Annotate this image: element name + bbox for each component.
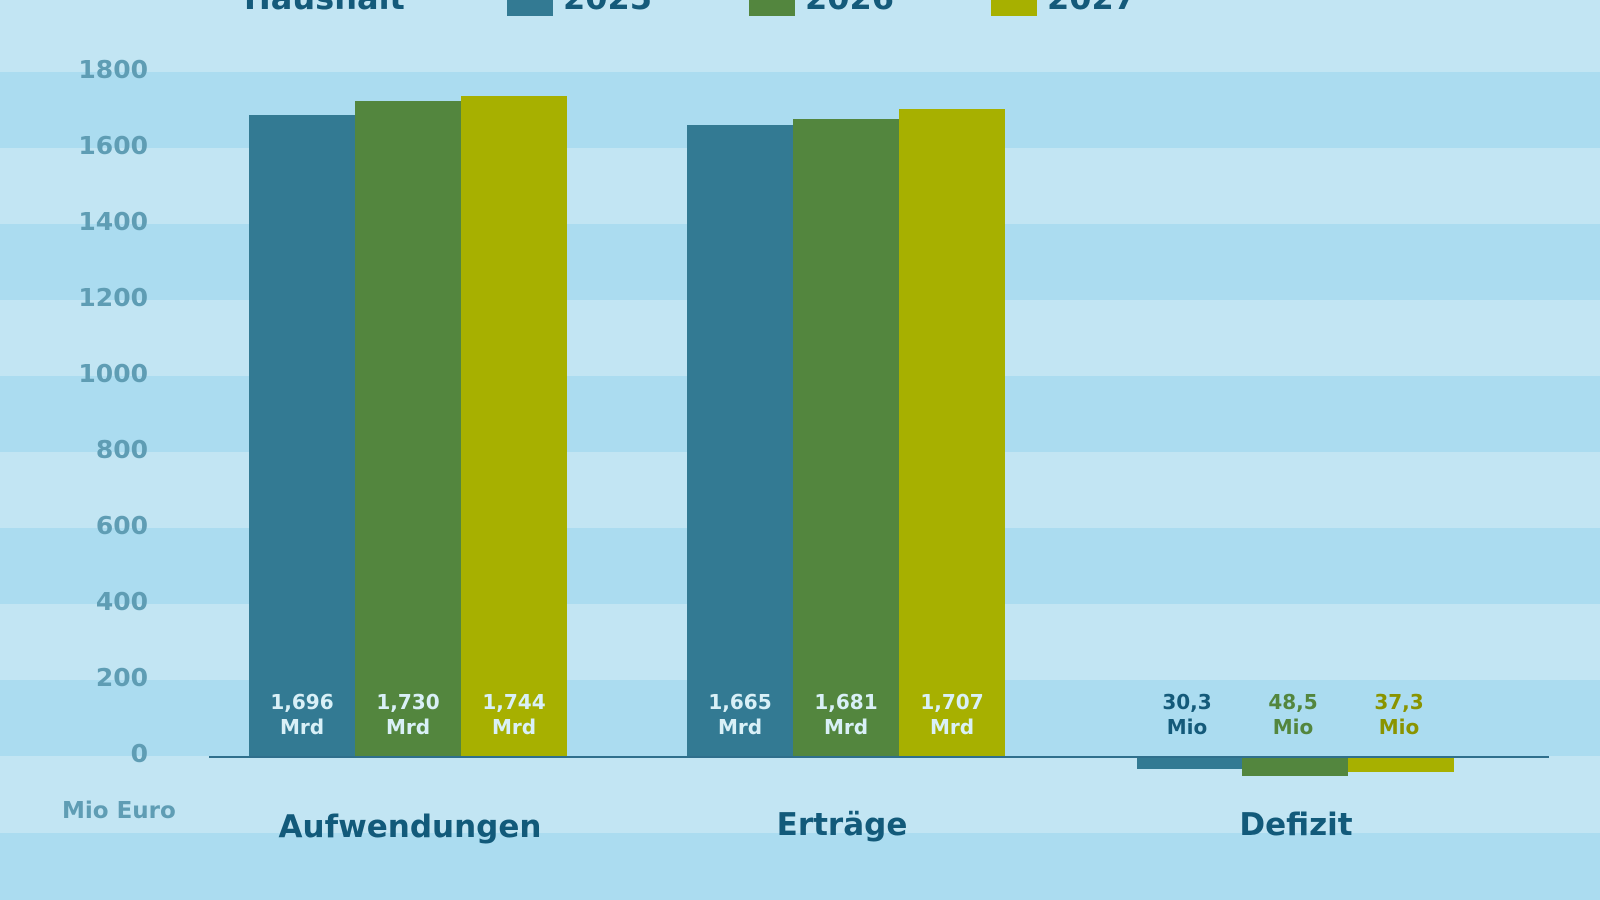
legend-swatch-2026 bbox=[749, 0, 795, 16]
bar-aufwendungen-2025 bbox=[249, 115, 355, 757]
bar-value-label: 1,665 Mrd bbox=[708, 690, 772, 739]
bar-value-label: 1,681 Mrd bbox=[814, 690, 878, 739]
bar-value-label: 1,707 Mrd bbox=[920, 690, 984, 739]
legend-label-2026: 2026 bbox=[805, 0, 894, 14]
y-tick: 1400 bbox=[78, 207, 148, 236]
y-tick: 400 bbox=[95, 587, 148, 616]
bar-value-label: 1,744 Mrd bbox=[482, 690, 546, 739]
bar-value-label: 1,696 Mrd bbox=[270, 690, 334, 739]
bar-ertraege-2026 bbox=[793, 119, 899, 757]
legend-swatch-2027 bbox=[991, 0, 1037, 16]
legend-label-2027: 2027 bbox=[1047, 0, 1136, 14]
bar-value-label: 37,3 Mio bbox=[1374, 690, 1424, 739]
y-tick: 200 bbox=[95, 663, 148, 692]
bar-ertraege-2025 bbox=[687, 125, 793, 757]
y-axis-unit: Mio Euro bbox=[62, 798, 176, 824]
bar-defizit-2026 bbox=[1242, 758, 1348, 776]
y-tick: 1600 bbox=[78, 131, 148, 160]
y-tick: 1800 bbox=[78, 55, 148, 84]
y-tick: 1000 bbox=[78, 359, 148, 388]
y-tick: 1200 bbox=[78, 283, 148, 312]
y-tick: 600 bbox=[95, 511, 148, 540]
category-label-ertraege: Erträge bbox=[776, 807, 908, 843]
bar-ertraege-2027 bbox=[899, 109, 1005, 757]
bar-value-label: 1,730 Mrd bbox=[376, 690, 440, 739]
bar-aufwendungen-2027 bbox=[461, 96, 567, 757]
bar-value-label: 30,3 Mio bbox=[1162, 690, 1212, 739]
legend-label-2025: 2025 bbox=[563, 0, 652, 14]
chart-title: Haushalt bbox=[244, 0, 405, 14]
legend-swatch-2025 bbox=[507, 0, 553, 16]
category-label-defizit: Defizit bbox=[1239, 807, 1353, 843]
y-tick: 0 bbox=[130, 739, 148, 768]
bar-defizit-2025 bbox=[1137, 758, 1243, 769]
band bbox=[0, 0, 1600, 72]
bar-value-label: 48,5 Mio bbox=[1268, 690, 1318, 739]
bar-defizit-2027 bbox=[1348, 758, 1454, 772]
band bbox=[0, 833, 1600, 900]
x-axis-baseline bbox=[209, 756, 1549, 758]
bar-aufwendungen-2026 bbox=[355, 101, 461, 757]
y-tick: 800 bbox=[95, 435, 148, 464]
category-label-aufwendungen: Aufwendungen bbox=[278, 809, 542, 845]
